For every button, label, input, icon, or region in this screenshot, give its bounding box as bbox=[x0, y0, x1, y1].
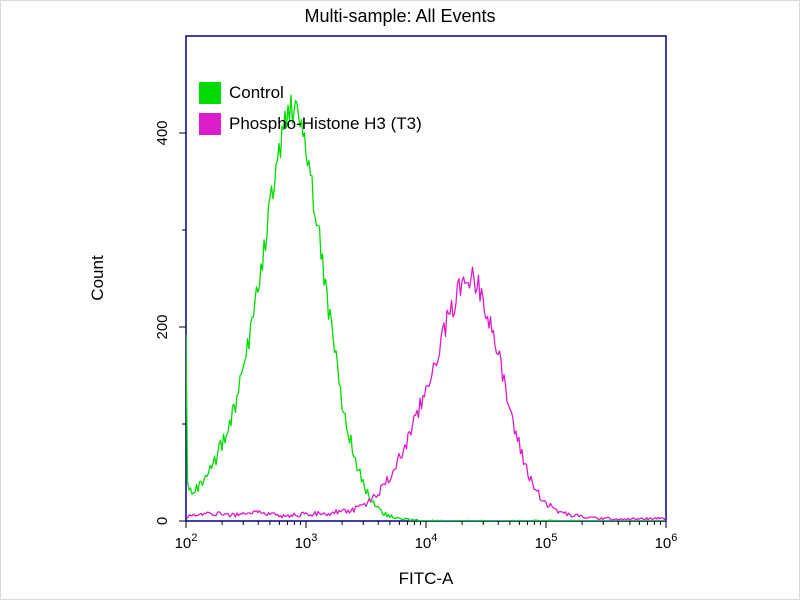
legend-swatch-control-icon bbox=[199, 81, 221, 104]
svg-text:105: 105 bbox=[535, 532, 558, 552]
y-axis-label: Count bbox=[88, 255, 107, 301]
legend-item-control: Control bbox=[199, 77, 422, 108]
svg-text:102: 102 bbox=[175, 532, 198, 552]
svg-text:0: 0 bbox=[154, 517, 171, 525]
svg-text:104: 104 bbox=[415, 532, 438, 552]
svg-text:200: 200 bbox=[154, 314, 171, 339]
legend-item-phospho: Phospho-Histone H3 (T3) bbox=[199, 108, 422, 139]
legend-label-control: Control bbox=[229, 82, 284, 102]
svg-text:106: 106 bbox=[655, 532, 678, 552]
svg-text:400: 400 bbox=[154, 120, 171, 145]
legend-swatch-phospho-icon bbox=[199, 112, 221, 135]
legend: Control Phospho-Histone H3 (T3) bbox=[199, 77, 422, 139]
legend-label-phospho: Phospho-Histone H3 (T3) bbox=[229, 113, 422, 133]
x-axis-label: FITC-A bbox=[398, 569, 454, 588]
svg-text:103: 103 bbox=[295, 532, 318, 552]
chart-title: Multi-sample: All Events bbox=[304, 6, 496, 26]
